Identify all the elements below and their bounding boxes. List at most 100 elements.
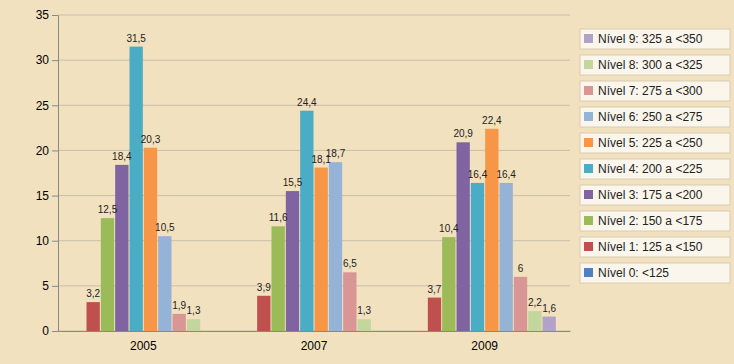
legend: Nível 9: 325 a <350 Nível 8: 300 a <325 Ní… xyxy=(580,29,730,283)
legend-item-box xyxy=(580,107,730,127)
grid-line xyxy=(58,15,570,16)
bar xyxy=(115,165,128,331)
tick: 30 xyxy=(36,53,58,67)
data-label: 16,4 xyxy=(468,169,488,180)
legend-item: Nível 8: 300 a <325 xyxy=(580,55,730,75)
data-label: 24,4 xyxy=(297,97,317,108)
tick-label: 2005 xyxy=(130,339,157,353)
data-label: 31,5 xyxy=(126,33,146,44)
axis-line xyxy=(58,16,59,332)
data-label: 15,5 xyxy=(283,177,303,188)
legend-item: Nível 9: 325 a <350 xyxy=(580,29,730,49)
legend-label: Nível 9: 325 a <350 xyxy=(598,32,703,46)
bars xyxy=(86,47,555,331)
bar xyxy=(86,302,99,331)
legend-label: Nível 5: 225 a <250 xyxy=(598,136,703,150)
bar xyxy=(528,311,541,331)
grid xyxy=(58,15,570,331)
tick: 2005 xyxy=(130,331,157,353)
data-label: 10,4 xyxy=(439,223,459,234)
legend-label: Nível 3: 175 a <200 xyxy=(598,188,703,202)
data-label: 1,3 xyxy=(357,305,371,316)
tick-mark xyxy=(52,196,58,197)
tick-label: 15 xyxy=(36,189,50,203)
data-labels: 3,23,93,712,511,610,418,415,520,931,524,… xyxy=(86,33,556,317)
chart: 051015202530352005200720093,23,93,712,51… xyxy=(0,0,734,364)
legend-item-box xyxy=(580,185,730,205)
x-axis: 2005 2007 2009 xyxy=(59,331,571,353)
bar xyxy=(144,148,157,331)
data-label: 3,2 xyxy=(86,288,100,299)
legend-item: Nível 5: 225 a <250 xyxy=(580,133,730,153)
bar xyxy=(129,47,142,331)
legend-swatch xyxy=(584,190,593,199)
tick-mark xyxy=(52,15,58,16)
data-label: 1,3 xyxy=(187,305,201,316)
tick-label: 35 xyxy=(36,8,50,22)
tick: 5 xyxy=(42,279,58,293)
tick-mark xyxy=(52,60,58,61)
bar xyxy=(500,183,513,331)
legend-swatch xyxy=(584,86,593,95)
axis-line xyxy=(59,331,571,332)
y-axis: 05101520253035 xyxy=(36,8,59,338)
bar xyxy=(257,296,270,331)
data-label: 6,5 xyxy=(343,258,357,269)
tick-label: 2009 xyxy=(471,339,498,353)
bar xyxy=(442,237,455,331)
tick: 2007 xyxy=(301,331,328,353)
legend-item-box xyxy=(580,159,730,179)
tick: 15 xyxy=(36,189,58,203)
bar xyxy=(428,298,441,331)
bar xyxy=(329,162,342,331)
tick-label: 2007 xyxy=(301,339,328,353)
legend-item-box xyxy=(580,81,730,101)
bar xyxy=(300,111,313,331)
bar xyxy=(187,319,200,331)
legend-label: Nível 8: 300 a <325 xyxy=(598,58,703,72)
legend-item: Nível 0: <125 xyxy=(580,263,730,283)
bar xyxy=(343,272,356,331)
tick-label: 20 xyxy=(36,144,50,158)
data-label: 18,4 xyxy=(112,151,132,162)
data-label: 1,9 xyxy=(172,300,186,311)
data-label: 18,7 xyxy=(326,148,346,159)
tick-label: 5 xyxy=(42,279,49,293)
legend-label: Nível 4: 200 a <225 xyxy=(598,162,703,176)
tick-mark xyxy=(52,105,58,106)
legend-swatch xyxy=(584,34,593,43)
tick-mark xyxy=(52,331,58,332)
legend-item: Nível 7: 275 a <300 xyxy=(580,81,730,101)
data-label: 22,4 xyxy=(482,115,502,126)
bar xyxy=(271,226,284,331)
legend-item-box xyxy=(580,29,730,49)
bar xyxy=(158,236,171,331)
legend-swatch xyxy=(584,112,593,121)
legend-item-box xyxy=(580,211,730,231)
legend-swatch xyxy=(584,268,593,277)
tick-label: 25 xyxy=(36,99,50,113)
bar xyxy=(358,319,371,331)
legend-label: Nível 2: 150 a <175 xyxy=(598,214,703,228)
data-label: 2,2 xyxy=(528,297,542,308)
legend-item-box xyxy=(580,55,730,75)
tick-label: 30 xyxy=(36,53,50,67)
legend-swatch xyxy=(584,242,593,251)
tick-mark xyxy=(52,150,58,151)
bar xyxy=(101,218,114,331)
bar xyxy=(485,129,498,331)
legend-item: Nível 3: 175 a <200 xyxy=(580,185,730,205)
tick: 35 xyxy=(36,8,58,22)
data-label: 20,9 xyxy=(453,128,473,139)
data-label: 1,6 xyxy=(542,303,556,314)
data-label: 12,5 xyxy=(98,204,118,215)
legend-label: Nível 1: 125 a <150 xyxy=(598,240,703,254)
bar xyxy=(173,314,186,331)
legend-item-box xyxy=(580,133,730,153)
data-label: 3,9 xyxy=(257,282,271,293)
data-label: 3,7 xyxy=(428,284,442,295)
plot: 051015202530352005200720093,23,93,712,51… xyxy=(36,8,571,352)
bar xyxy=(471,183,484,331)
legend-swatch xyxy=(584,164,593,173)
legend-item: Nível 2: 150 a <175 xyxy=(580,211,730,231)
